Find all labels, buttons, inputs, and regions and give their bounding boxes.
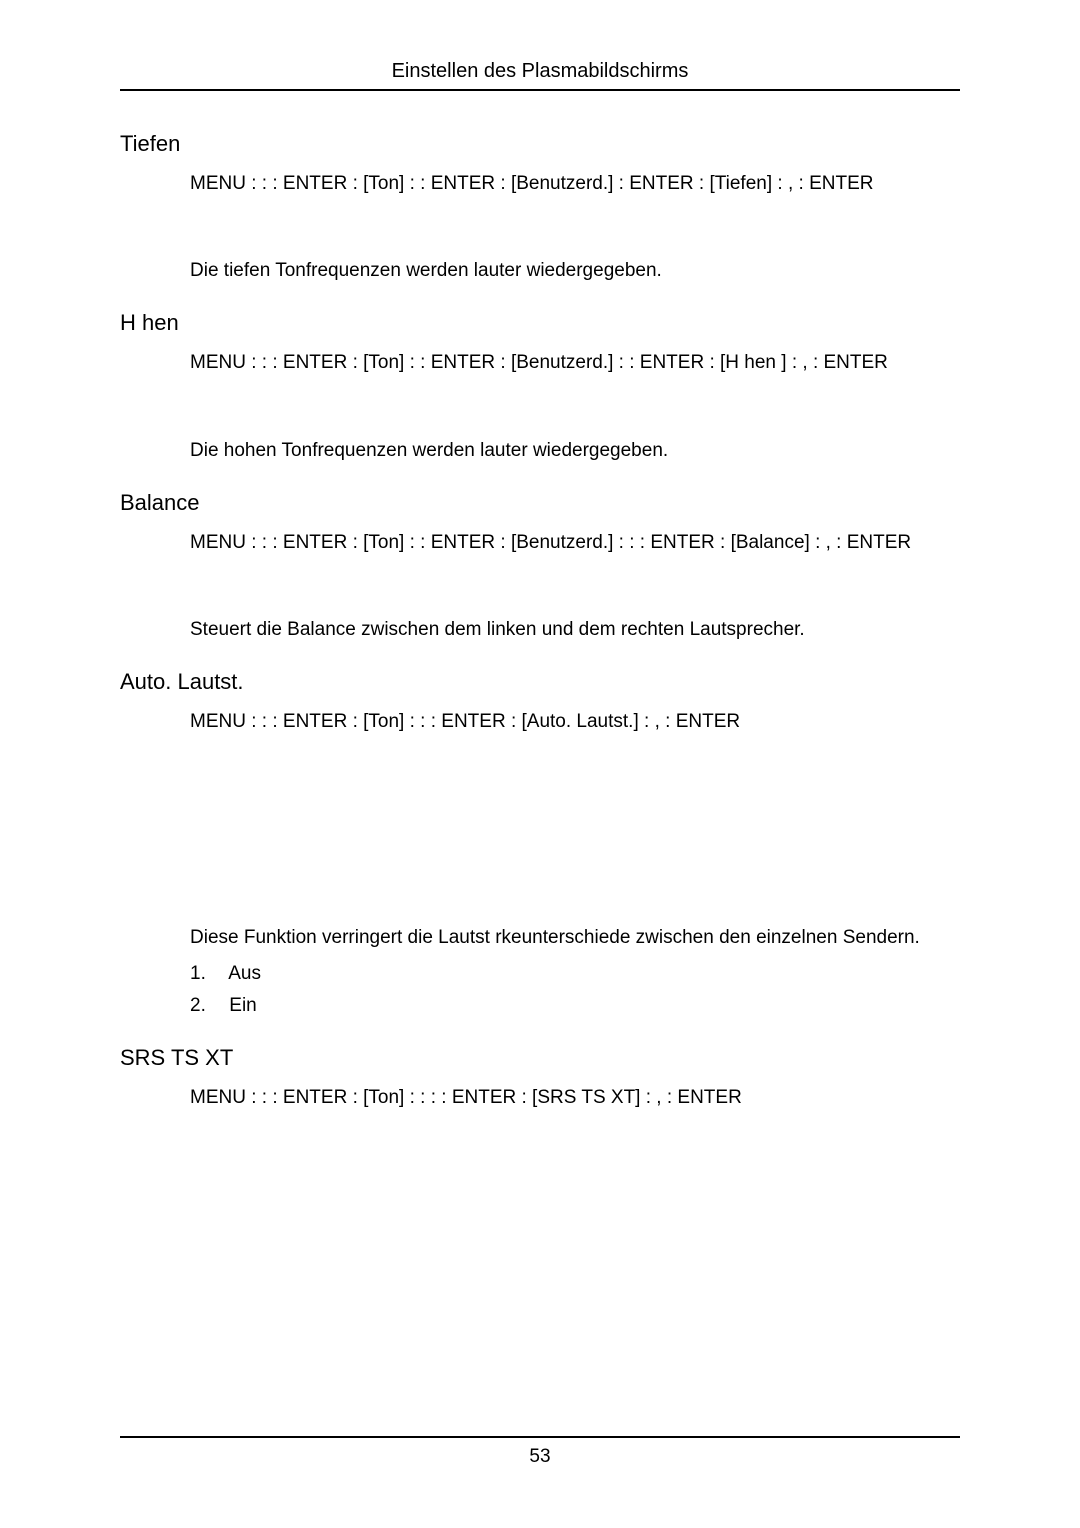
section-title-balance: Balance — [120, 490, 960, 516]
menu-path-srs: MENU : : : ENTER : [Ton] : : : : ENTER :… — [190, 1083, 960, 1112]
section-title-hhen: H hen — [120, 310, 960, 336]
list-label: Ein — [229, 995, 256, 1016]
list-label: Aus — [228, 963, 261, 984]
section-title-tiefen: Tiefen — [120, 131, 960, 157]
desc-autolautst: Diese Funktion verringert die Lautst rke… — [190, 927, 960, 949]
list-item: 2. Ein — [190, 995, 960, 1017]
section-title-srs: SRS TS XT — [120, 1045, 960, 1071]
list-autolautst: 1. Aus 2. Ein — [190, 963, 960, 1017]
page-number: 53 — [120, 1446, 960, 1468]
desc-tiefen: Die tiefen Tonfrequenzen werden lauter w… — [190, 260, 960, 282]
desc-balance: Steuert die Balance zwischen dem linken … — [190, 619, 960, 641]
list-num: 2. — [190, 995, 224, 1017]
menu-path-autolautst: MENU : : : ENTER : [Ton] : : : ENTER : [… — [190, 707, 960, 736]
page: Einstellen des Plasmabildschirms Tiefen … — [0, 0, 1080, 1528]
section-title-autolautst: Auto. Lautst. — [120, 669, 960, 695]
menu-path-balance: MENU : : : ENTER : [Ton] : : ENTER : [Be… — [190, 528, 960, 557]
list-num: 1. — [190, 963, 224, 985]
menu-path-hhen: MENU : : : ENTER : [Ton] : : ENTER : [Be… — [190, 348, 960, 377]
desc-hhen: Die hohen Tonfrequenzen werden lauter wi… — [190, 440, 960, 462]
footer-rule — [120, 1436, 960, 1438]
list-item: 1. Aus — [190, 963, 960, 985]
menu-path-tiefen: MENU : : : ENTER : [Ton] : : ENTER : [Be… — [190, 169, 960, 198]
footer: 53 — [120, 1436, 960, 1468]
page-header: Einstellen des Plasmabildschirms — [120, 60, 960, 83]
header-rule — [120, 89, 960, 91]
